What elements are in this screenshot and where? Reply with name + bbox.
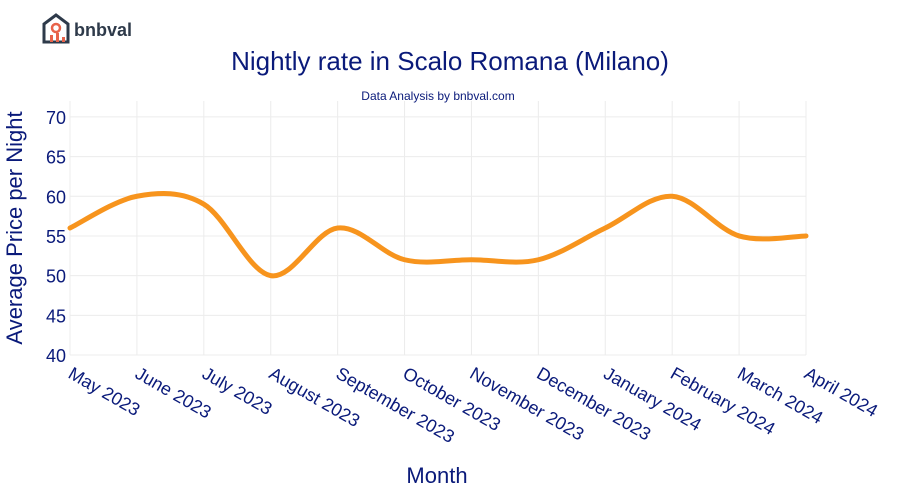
x-tick-label: May 2023 — [65, 363, 143, 420]
logo-icon-bar — [56, 33, 59, 42]
y-tick-label: 45 — [46, 306, 66, 326]
x-tick-label: June 2023 — [132, 363, 215, 422]
y-tick-label: 60 — [46, 187, 66, 207]
chart-title: Nightly rate in Scalo Romana (Milano) — [231, 46, 669, 76]
y-tick-label: 40 — [46, 346, 66, 366]
y-tick-label: 70 — [46, 108, 66, 128]
chart-subtitle: Data Analysis by bnbval.com — [361, 89, 514, 103]
line — [67, 191, 809, 279]
x-tick-label: September 2023 — [333, 363, 458, 447]
y-tick-label: 50 — [46, 267, 66, 287]
x-tick-label: December 2023 — [533, 363, 654, 444]
x-axis-title: Month — [406, 463, 467, 488]
logo-text: bnbval — [74, 20, 132, 40]
y-tick-label: 55 — [46, 227, 66, 247]
y-axis-title: Average Price per Night — [2, 111, 27, 344]
logo-icon-dot — [50, 22, 62, 34]
logo-icon-bar — [50, 35, 53, 42]
logo: bnbval — [42, 13, 132, 44]
x-tick-label: November 2023 — [466, 363, 587, 444]
y-tick-label: 65 — [46, 148, 66, 168]
logo-icon-bar — [62, 37, 65, 42]
